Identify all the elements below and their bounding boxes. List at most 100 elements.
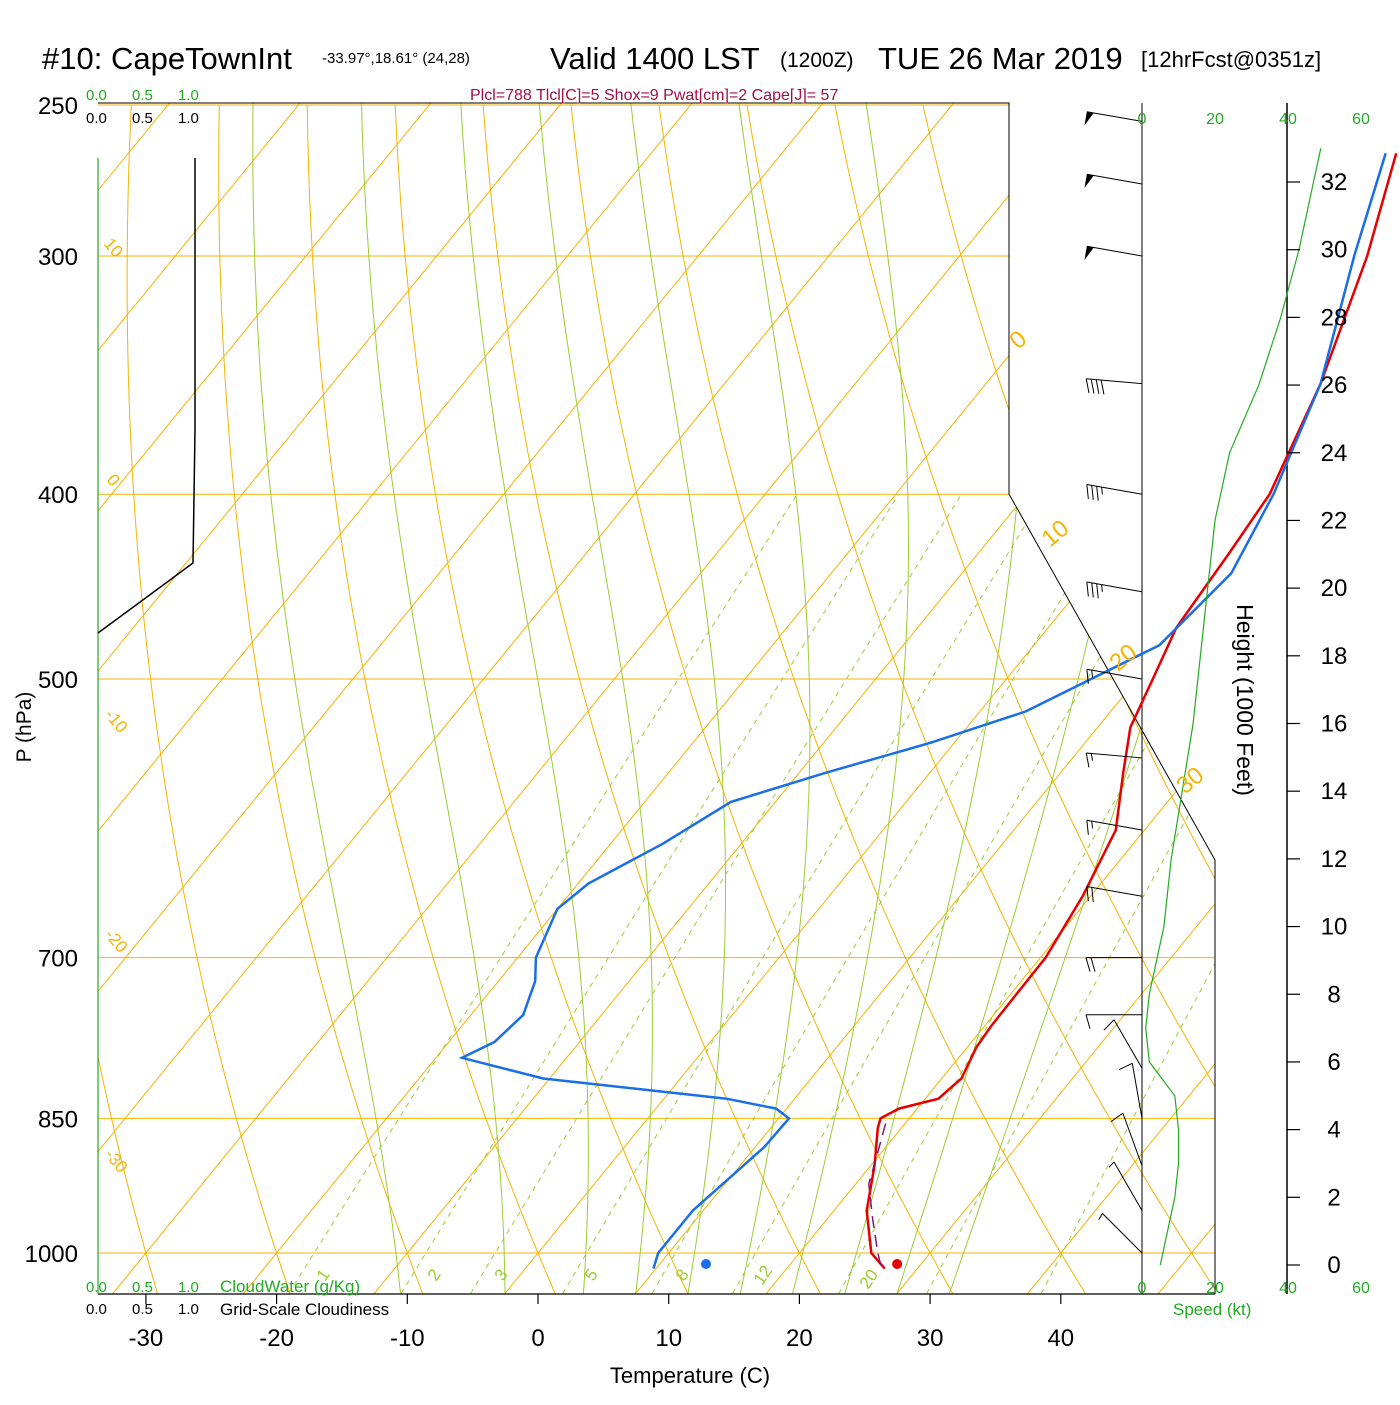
isotherm-line <box>1157 103 1215 1294</box>
surface-dew-marker <box>701 1259 711 1269</box>
barb-full <box>1091 887 1094 902</box>
isotherm-line <box>112 103 1085 1294</box>
isotherm-line <box>98 103 954 1294</box>
moist-adiabat <box>529 103 653 1294</box>
parcel-profile <box>868 1118 888 1266</box>
isotherm-line <box>896 103 1215 1294</box>
wind-speed-legend: Speed (kt) <box>1173 1300 1251 1319</box>
dry-adiabat-label: -20 <box>101 925 131 956</box>
wind-barb <box>1085 957 1142 972</box>
height-tick-label: 10 <box>1321 914 1348 941</box>
wind-speed-tick-bottom: 40 <box>1279 1280 1297 1297</box>
barb-staff <box>1086 111 1143 122</box>
height-tick-label: 26 <box>1321 372 1348 399</box>
barb-half <box>1101 584 1103 592</box>
barb-staff <box>1086 886 1143 897</box>
barb-half <box>1091 670 1094 678</box>
isotherm-label: 10 <box>1037 515 1075 553</box>
barb-full <box>1086 484 1089 500</box>
wind-speed-tick-top: 60 <box>1352 111 1370 128</box>
dry-adiabat <box>922 104 1215 1294</box>
mixing-ratio-line <box>400 493 900 1294</box>
forecast-label: [12hrFcst@0351z] <box>1141 47 1321 72</box>
stability-indices: Plcl=788 Tlcl[C]=5 Shox=9 Pwat[cm]=2 Cap… <box>470 87 838 104</box>
wind-barb <box>1086 581 1143 599</box>
height-tick-label: 18 <box>1321 643 1348 670</box>
valid-date: TUE 26 Mar 2019 <box>878 41 1123 76</box>
wind-barb <box>1085 752 1143 768</box>
temperature-profile <box>865 152 1398 1270</box>
temp-tick-label: -30 <box>129 1325 164 1352</box>
barb-full <box>1095 379 1100 395</box>
wind-barb <box>1118 1062 1143 1119</box>
cloudiness-tick-bottom: 0.0 <box>86 1301 107 1318</box>
height-tick-label: 8 <box>1327 981 1340 1008</box>
barb-full <box>1100 379 1105 395</box>
isotherm-line <box>242 103 1215 1294</box>
station-coords: -33.97°,18.61° (24,28) <box>322 50 470 67</box>
mixing-ratio-label: 3 <box>491 1266 512 1285</box>
wind-barb <box>1086 886 1143 902</box>
mixing-ratio-line <box>470 493 962 1294</box>
temp-tick-label: -20 <box>259 1325 294 1352</box>
barb-staff <box>1086 581 1143 593</box>
cloudiness-tick-bottom: 1.0 <box>178 1301 199 1318</box>
profile-layer <box>97 152 1398 1270</box>
x-axis-title: Temperature (C) <box>610 1363 770 1388</box>
dry-adiabat <box>482 104 821 1294</box>
barb-staff <box>1086 484 1143 495</box>
surface-temp-marker <box>892 1259 903 1269</box>
height-tick-label: 2 <box>1327 1184 1340 1211</box>
dry-adiabat <box>394 104 689 1294</box>
wind-barb <box>1084 173 1143 189</box>
dewpoint-profile <box>458 152 1387 1269</box>
wind-barb <box>1110 1112 1143 1166</box>
mixing-ratio-line <box>838 493 1215 1294</box>
clipped-grid <box>98 103 1215 1294</box>
cloud-water-tick-bottom: 0.0 <box>86 1279 107 1296</box>
barb-full <box>1096 583 1099 599</box>
barb-full <box>1085 378 1090 394</box>
height-tick-label: 6 <box>1327 1049 1340 1076</box>
wind-barb <box>1086 668 1143 684</box>
cloudiness-profile <box>97 158 196 634</box>
cloud-water-tick-bottom: 0.5 <box>132 1279 153 1296</box>
dry-adiabat <box>98 104 158 1294</box>
barb-staff <box>1102 1213 1143 1254</box>
barb-full <box>1085 1014 1091 1029</box>
mixing-ratio-label: 12 <box>750 1262 776 1288</box>
wind-barb <box>1098 1213 1143 1254</box>
dry-adiabat <box>658 104 1086 1294</box>
cloudiness-tick-bottom: 0.5 <box>132 1301 153 1318</box>
mixing-ratio-line <box>288 493 798 1294</box>
mixing-ratio-line <box>732 493 1197 1294</box>
barb-staff <box>1086 378 1143 385</box>
pressure-label-850: 850 <box>38 1106 78 1133</box>
cloud-water-tick-bottom: 1.0 <box>178 1279 199 1296</box>
dry-adiabat <box>126 104 291 1294</box>
dry-adiabat <box>746 104 1215 1294</box>
barb-full <box>1091 582 1094 598</box>
barb-staff <box>1113 1161 1143 1211</box>
cloud-water-legend: CloudWater (g/Kg) <box>220 1277 360 1296</box>
isotherm-line <box>765 103 1215 1294</box>
moist-adiabat <box>454 103 589 1294</box>
barb-half <box>1091 821 1094 829</box>
height-tick-label: 16 <box>1321 711 1348 738</box>
barb-full <box>1086 581 1089 597</box>
dry-adiabat <box>570 104 954 1294</box>
height-tick-label: 14 <box>1321 778 1348 805</box>
wind-barb <box>1086 819 1143 835</box>
wind-speed-tick-bottom: 60 <box>1352 1280 1370 1297</box>
height-tick-label: 20 <box>1321 575 1348 602</box>
barb-staff <box>1086 668 1143 680</box>
wind-barb <box>1085 378 1143 395</box>
barb-staff <box>1113 1019 1143 1069</box>
isotherm-line <box>98 103 693 1294</box>
barb-full <box>1085 752 1090 768</box>
wind-barb <box>1084 111 1143 126</box>
grid-layer <box>98 103 1215 1294</box>
barb-half <box>1090 753 1094 761</box>
barb-full <box>1085 957 1091 972</box>
